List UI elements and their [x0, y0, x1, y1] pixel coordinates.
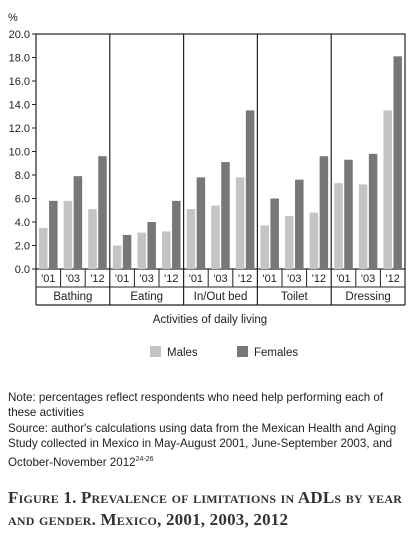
group-label: Dressing	[345, 291, 390, 303]
chart-notes: Note: percentages reflect respondents wh…	[8, 390, 408, 470]
bar-females	[73, 176, 83, 269]
bar-males	[112, 245, 122, 269]
legend-label: Males	[167, 347, 198, 359]
source-body: Source: author's calculations using data…	[8, 421, 397, 469]
bar-males	[235, 177, 245, 269]
y-tick-label: 4.0	[15, 217, 30, 229]
group-label: Bathing	[53, 291, 92, 303]
group-label: In/Out bed	[194, 291, 248, 303]
y-tick-label: 6.0	[15, 194, 30, 206]
y-tick-label: 14.0	[9, 100, 30, 112]
group-label: Eating	[130, 291, 163, 303]
bar-males	[39, 227, 48, 269]
year-label: '01	[263, 273, 277, 285]
year-label: '12	[90, 273, 104, 285]
bar-males	[260, 225, 269, 269]
source-reference: 24-26	[135, 455, 154, 463]
bar-females	[393, 56, 402, 270]
legend-swatch	[150, 346, 161, 357]
bar-males	[285, 216, 294, 269]
bar-males	[162, 231, 171, 269]
bar-females	[295, 179, 304, 269]
bar-males	[358, 184, 368, 269]
legend-swatch	[237, 346, 248, 357]
year-label: '12	[238, 273, 252, 285]
bar-males	[334, 183, 343, 269]
bar-females	[368, 153, 378, 269]
year-label: '03	[287, 273, 301, 285]
year-label: '03	[213, 273, 227, 285]
year-label: '12	[386, 273, 400, 285]
x-axis-label: Activities of daily living	[153, 314, 267, 326]
y-tick-label: 12.0	[9, 123, 30, 135]
note-text: Note: percentages reflect respondents wh…	[8, 391, 384, 420]
figure-caption: Figure 1. Prevalence of limitations in A…	[8, 488, 403, 529]
bar-females	[221, 162, 230, 269]
year-label: '03	[66, 273, 80, 285]
y-tick-label: 20.0	[9, 29, 30, 41]
y-tick-label: 18.0	[9, 53, 30, 65]
legend-label: Females	[254, 347, 298, 359]
bar-chart: % 0.0 2.0 4.0 6.0 8.0 10.0 12.0 14.0 16.0 18.0 20.0…	[8, 12, 406, 359]
bar-females	[344, 159, 353, 269]
year-label: '12	[312, 273, 326, 285]
source-text: Source: author's calculations using data…	[8, 421, 408, 470]
bar-males	[88, 209, 97, 269]
group-label: Toilet	[281, 291, 309, 303]
y-tick-label: 0.0	[15, 264, 30, 276]
bar-males	[186, 209, 196, 269]
year-label: '12	[164, 273, 178, 285]
bar-females	[270, 198, 279, 269]
year-label: '03	[140, 273, 154, 285]
bar-males	[63, 200, 73, 269]
bar-females	[172, 200, 181, 269]
bar-males	[309, 212, 319, 269]
bar-females	[98, 156, 107, 269]
bar-males	[211, 205, 220, 269]
year-label: '03	[361, 273, 375, 285]
year-label: '01	[115, 273, 129, 285]
y-tick-label: 2.0	[15, 241, 30, 253]
y-unit-label: %	[8, 12, 18, 24]
bar-females	[319, 156, 329, 269]
year-label: '01	[189, 273, 203, 285]
bar-females	[147, 222, 156, 269]
bar-females	[245, 110, 255, 269]
bar-females	[196, 177, 206, 269]
bar-females	[122, 234, 132, 269]
y-tick-label: 16.0	[9, 76, 30, 88]
year-label: '01	[41, 273, 55, 285]
y-tick-label: 10.0	[9, 147, 30, 159]
year-label: '01	[336, 273, 350, 285]
bar-males	[137, 232, 146, 269]
bar-males	[383, 110, 392, 269]
y-tick-label: 8.0	[15, 170, 30, 182]
bar-females	[49, 200, 58, 269]
